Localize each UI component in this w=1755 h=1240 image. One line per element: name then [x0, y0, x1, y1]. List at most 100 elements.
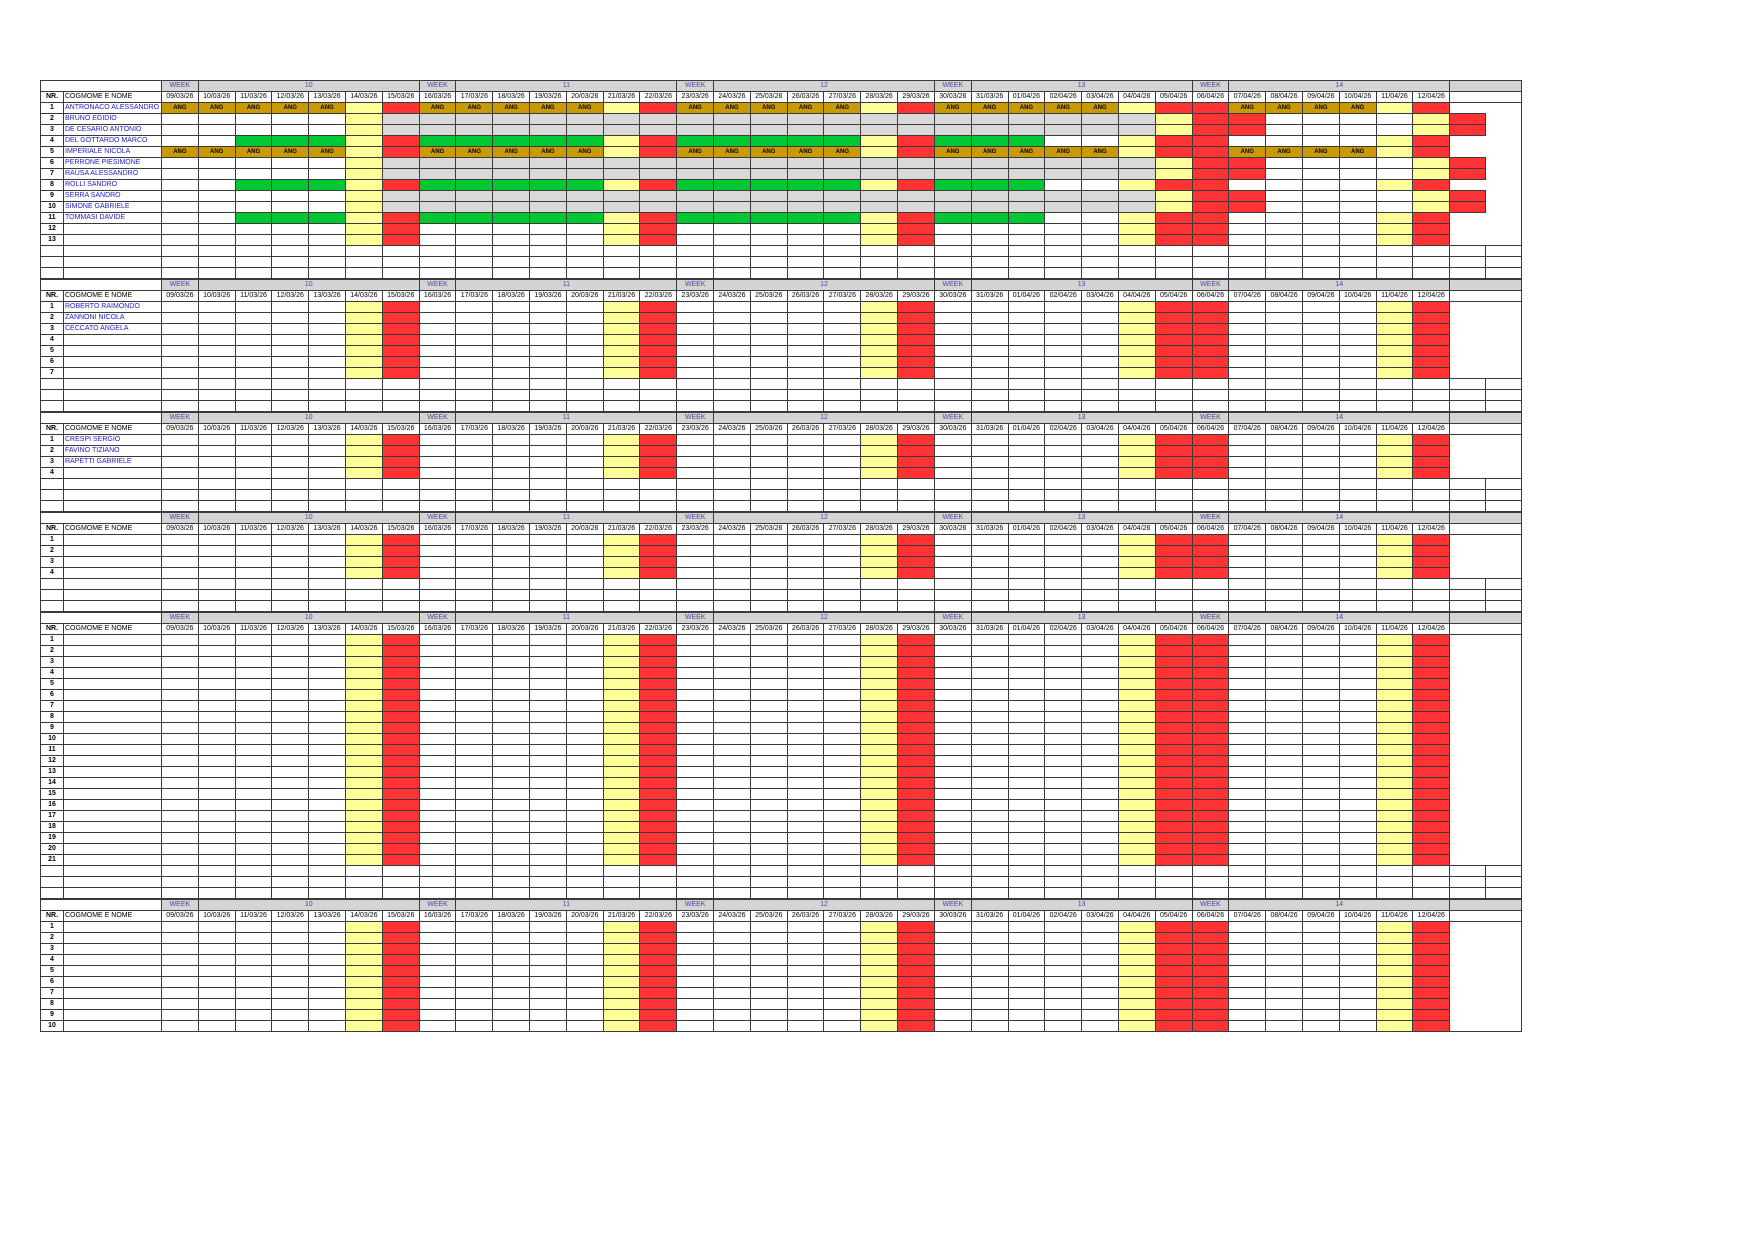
- day-cell[interactable]: [1375, 832, 1414, 844]
- day-cell[interactable]: [381, 987, 420, 999]
- day-cell[interactable]: [933, 434, 972, 446]
- day-cell[interactable]: [1375, 489, 1414, 501]
- day-cell[interactable]: [1191, 146, 1230, 158]
- day-cell[interactable]: [455, 489, 494, 501]
- day-cell[interactable]: [1412, 478, 1451, 490]
- day-cell[interactable]: [713, 124, 751, 136]
- day-cell[interactable]: [970, 400, 1009, 412]
- day-cell[interactable]: [1117, 367, 1156, 379]
- day-cell[interactable]: [897, 766, 935, 778]
- day-cell[interactable]: [344, 456, 383, 468]
- day-cell[interactable]: [161, 534, 199, 546]
- day-cell[interactable]: [381, 799, 420, 811]
- day-cell[interactable]: [381, 1009, 420, 1021]
- day-cell[interactable]: [1081, 932, 1119, 944]
- day-cell[interactable]: [161, 965, 199, 977]
- ang-cell[interactable]: ANG: [933, 102, 972, 114]
- day-cell[interactable]: [308, 500, 346, 512]
- day-cell[interactable]: [1301, 766, 1340, 778]
- day-cell[interactable]: [455, 932, 494, 944]
- ang-cell[interactable]: ANG: [271, 146, 310, 158]
- day-cell[interactable]: [602, 190, 641, 202]
- day-cell[interactable]: [1228, 334, 1267, 346]
- day-cell[interactable]: [565, 489, 604, 501]
- day-cell[interactable]: [897, 689, 935, 701]
- day-cell[interactable]: [1265, 113, 1303, 125]
- day-cell[interactable]: [639, 678, 678, 690]
- day-cell[interactable]: [1081, 865, 1119, 877]
- employee-name[interactable]: [63, 788, 162, 800]
- day-cell[interactable]: [897, 113, 935, 125]
- day-cell[interactable]: [1191, 545, 1230, 557]
- day-cell[interactable]: [602, 921, 641, 933]
- day-cell[interactable]: [1007, 312, 1046, 324]
- day-cell[interactable]: [933, 400, 972, 412]
- day-cell[interactable]: [1191, 876, 1230, 888]
- day-cell[interactable]: [308, 113, 346, 125]
- day-cell[interactable]: [713, 201, 751, 213]
- day-cell[interactable]: [197, 832, 236, 844]
- day-cell[interactable]: [161, 700, 199, 712]
- day-cell[interactable]: [1265, 689, 1303, 701]
- day-cell[interactable]: [271, 645, 310, 657]
- day-cell[interactable]: [1375, 478, 1414, 490]
- employee-name[interactable]: [63, 711, 162, 723]
- day-cell[interactable]: [1191, 456, 1230, 468]
- day-cell[interactable]: [344, 711, 383, 723]
- day-cell[interactable]: [565, 445, 604, 457]
- day-cell[interactable]: [308, 887, 346, 899]
- day-cell[interactable]: [713, 456, 751, 468]
- day-cell[interactable]: [602, 212, 641, 224]
- day-cell[interactable]: [1265, 489, 1303, 501]
- day-cell[interactable]: [529, 998, 567, 1010]
- day-cell[interactable]: [639, 854, 678, 866]
- day-cell[interactable]: [933, 500, 972, 512]
- day-cell[interactable]: [271, 478, 310, 490]
- day-cell[interactable]: [639, 113, 678, 125]
- day-cell[interactable]: [786, 766, 825, 778]
- day-cell[interactable]: [970, 755, 1009, 767]
- day-cell[interactable]: [1044, 434, 1083, 446]
- day-cell[interactable]: [970, 799, 1009, 811]
- day-cell[interactable]: [234, 334, 273, 346]
- day-cell[interactable]: [565, 998, 604, 1010]
- day-cell[interactable]: [1191, 478, 1230, 490]
- day-cell[interactable]: [713, 467, 751, 479]
- day-cell[interactable]: [713, 887, 751, 899]
- day-cell[interactable]: [1154, 102, 1193, 114]
- day-cell[interactable]: [786, 943, 825, 955]
- day-cell[interactable]: [308, 810, 346, 822]
- day-cell[interactable]: [749, 201, 788, 213]
- day-cell[interactable]: [749, 323, 788, 335]
- day-cell[interactable]: [823, 179, 862, 191]
- day-cell[interactable]: [492, 223, 531, 235]
- day-cell[interactable]: [161, 843, 199, 855]
- day-cell[interactable]: [381, 223, 420, 235]
- day-cell[interactable]: [492, 821, 531, 833]
- day-cell[interactable]: [455, 766, 494, 778]
- day-cell[interactable]: [823, 589, 862, 601]
- day-cell[interactable]: [418, 821, 457, 833]
- day-cell[interactable]: [970, 567, 1009, 579]
- day-cell[interactable]: [1044, 323, 1083, 335]
- day-cell[interactable]: [970, 256, 1009, 268]
- day-cell[interactable]: [1191, 689, 1230, 701]
- day-cell[interactable]: [1081, 634, 1119, 646]
- day-cell[interactable]: [308, 334, 346, 346]
- day-cell[interactable]: [1191, 556, 1230, 568]
- day-cell[interactable]: [565, 777, 604, 789]
- day-cell[interactable]: [1265, 998, 1303, 1010]
- day-cell[interactable]: [308, 645, 346, 657]
- day-cell[interactable]: [418, 711, 457, 723]
- day-cell[interactable]: [1228, 267, 1267, 279]
- day-cell[interactable]: [860, 678, 899, 690]
- day-cell[interactable]: [823, 634, 862, 646]
- day-cell[interactable]: [565, 567, 604, 579]
- day-cell[interactable]: [1154, 777, 1193, 789]
- day-cell[interactable]: [344, 667, 383, 679]
- day-cell[interactable]: [1265, 954, 1303, 966]
- day-cell[interactable]: [860, 865, 899, 877]
- day-cell[interactable]: [529, 356, 567, 368]
- day-cell[interactable]: [823, 301, 862, 313]
- day-cell[interactable]: [860, 445, 899, 457]
